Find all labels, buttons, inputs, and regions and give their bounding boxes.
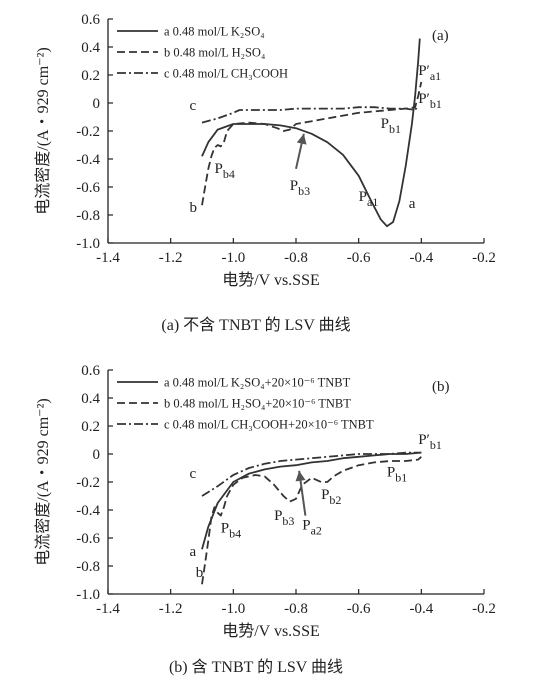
y-axis-label: 电流密度/(A・929 cm⁻²) xyxy=(34,47,52,214)
x-tick-label: -1.4 xyxy=(96,601,120,617)
annotation-label: Pb1 xyxy=(387,464,407,484)
x-tick-label: -1.2 xyxy=(159,601,183,617)
annotation-label: Pb4 xyxy=(215,161,235,181)
x-tick-label: -0.8 xyxy=(284,250,308,266)
y-tick-label: -1.0 xyxy=(76,587,100,603)
x-tick-label: -1.0 xyxy=(221,250,245,266)
annotation-label: b xyxy=(189,200,197,216)
x-tick-label: -0.4 xyxy=(409,250,433,266)
annotation-label: a xyxy=(409,196,416,212)
annotation-label: c xyxy=(189,466,196,482)
annotation-label: P′a1 xyxy=(418,63,441,83)
annotation-label: P′b1 xyxy=(418,432,442,452)
series-line-c xyxy=(201,105,419,124)
annotation-label: Pb2 xyxy=(321,487,341,507)
annotation-label: Pa2 xyxy=(302,518,322,538)
x-tick-label: -0.6 xyxy=(347,601,371,617)
y-tick-label: -0.6 xyxy=(76,531,100,547)
x-tick-label: -0.4 xyxy=(409,601,433,617)
x-tick-label: -1.4 xyxy=(96,250,120,266)
y-tick-label: 0.4 xyxy=(81,40,100,56)
series-line-b xyxy=(201,456,422,585)
y-tick-label: -0.6 xyxy=(76,180,100,196)
annotation-label: Pb3 xyxy=(274,508,294,528)
x-tick-label: -1.2 xyxy=(159,250,183,266)
figure-caption: (a) 不含 TNBT 的 LSV 曲线 xyxy=(161,316,350,334)
panel-label: (a) xyxy=(432,28,449,44)
y-tick-label: 0.6 xyxy=(81,12,100,28)
series-line-c xyxy=(201,451,422,497)
y-tick-label: 0.6 xyxy=(81,363,100,379)
x-tick-label: -0.2 xyxy=(472,601,496,617)
legend-entry: a 0.48 mol/L K₂SO₄ xyxy=(164,25,265,39)
annotation-label: a xyxy=(189,544,196,560)
y-tick-label: -0.8 xyxy=(76,559,100,575)
y-tick-label: 0.2 xyxy=(81,419,100,435)
y-tick-label: -0.2 xyxy=(76,124,100,140)
annotation-label: b xyxy=(196,565,204,581)
y-tick-label: -1.0 xyxy=(76,236,100,252)
annotation-label: Pb1 xyxy=(381,116,401,136)
annotation-label: c xyxy=(189,98,196,114)
legend-entry: b 0.48 mol/L H₂SO₄+20×10⁻⁶ TNBT xyxy=(164,397,351,411)
chart-panel-a: 0.60.40.20-0.2-0.4-0.6-0.8-1.0-1.4 -1.2 -1… xyxy=(34,12,496,334)
legend-entry: c 0.48 mol/L CH₃COOH xyxy=(164,67,288,81)
y-tick-label: -0.2 xyxy=(76,475,100,491)
x-axis-label: 电势/V vs.SSE xyxy=(222,271,320,289)
annotation-label: Pa1 xyxy=(359,189,379,209)
legend-entry: c 0.48 mol/L CH₃COOH+20×10⁻⁶ TNBT xyxy=(164,418,374,432)
annotation-label: P′b1 xyxy=(418,91,442,111)
y-tick-label: -0.8 xyxy=(76,208,100,224)
x-tick-label: -0.6 xyxy=(347,250,371,266)
x-tick-label: -1.0 xyxy=(221,601,245,617)
y-axis-label: 电流密度/(A・929 cm⁻²) xyxy=(34,398,52,565)
arrow-head xyxy=(295,470,306,482)
arrow-head xyxy=(296,133,307,145)
legend-entry: b 0.48 mol/L H₂SO₄ xyxy=(164,46,265,60)
y-tick-label: -0.4 xyxy=(76,152,100,168)
x-tick-label: -0.2 xyxy=(472,250,496,266)
annotation-label: Pb4 xyxy=(221,520,241,540)
series-line-b xyxy=(201,81,423,206)
y-tick-label: 0 xyxy=(93,447,101,463)
y-tick-label: 0 xyxy=(93,96,101,112)
legend-entry: a 0.48 mol/L K₂SO₄+20×10⁻⁶ TNBT xyxy=(164,376,351,390)
annotation-label: Pb3 xyxy=(290,178,310,198)
panel-label: (b) xyxy=(432,379,450,395)
x-tick-label: -0.8 xyxy=(284,601,308,617)
y-tick-label: 0.4 xyxy=(81,391,100,407)
y-tick-label: -0.4 xyxy=(76,503,100,519)
y-tick-label: 0.2 xyxy=(81,68,100,84)
figure-caption: (b) 含 TNBT 的 LSV 曲线 xyxy=(169,658,343,676)
chart-panel-b: 0.60.40.20-0.2-0.4-0.6-0.8-1.0-1.4 -1.2 -1… xyxy=(34,363,496,676)
x-axis-label: 电势/V vs.SSE xyxy=(222,622,320,640)
